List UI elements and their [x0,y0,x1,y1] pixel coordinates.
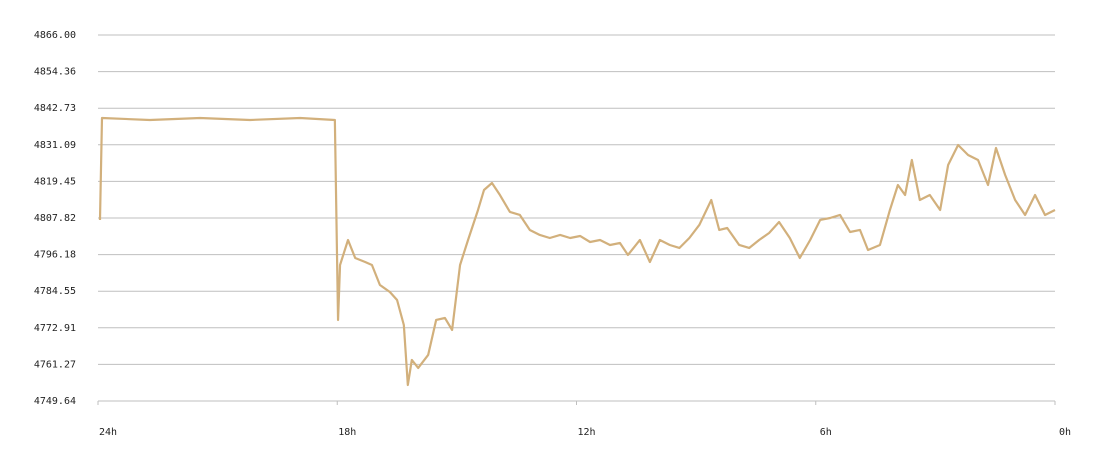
x-tick-label: 0h [1059,427,1071,438]
x-tick-label: 6h [820,427,832,438]
x-tick-label: 12h [577,427,595,438]
x-tick-label: 18h [338,427,356,438]
y-tick-label: 4761.27 [34,359,76,370]
y-tick-label: 4796.18 [34,250,76,261]
y-tick-label: 4784.55 [34,286,76,297]
y-tick-label: 4772.91 [34,323,76,334]
y-tick-label: 4831.09 [34,140,76,151]
y-tick-label: 4807.82 [34,213,76,224]
x-tick-label: 24h [99,427,117,438]
y-tick-label: 4749.64 [34,396,76,407]
y-tick-label: 4842.73 [34,103,76,114]
y-tick-label: 4854.36 [34,67,76,78]
y-tick-label: 4819.45 [34,176,76,187]
price-line [98,116,1056,387]
y-tick-label: 4866.00 [34,30,76,41]
